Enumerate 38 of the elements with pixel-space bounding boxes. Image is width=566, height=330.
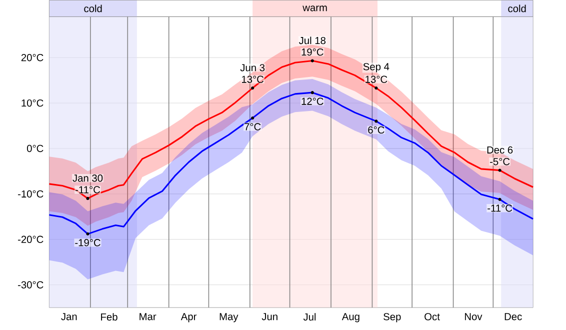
y-tick-label: -20°C	[18, 236, 44, 244]
y-tick-label: -30°C	[18, 281, 44, 289]
x-tick-label: Jun	[262, 313, 278, 320]
x-tick-label: Jul	[303, 313, 316, 321]
annotation: 6°C	[368, 126, 384, 134]
line-series	[48, 91, 534, 236]
y-tick-label: -10°C	[18, 190, 44, 198]
annotation: 7°C	[244, 123, 261, 130]
annotation: 19°C	[302, 48, 324, 56]
x-tick-label: Aug	[342, 313, 360, 322]
annotation: 13°C	[366, 76, 388, 83]
annotation: 13°C	[242, 76, 264, 83]
y-tick-label: 10°C	[22, 100, 44, 107]
y-tick-label: 20°C	[21, 54, 44, 62]
line-series	[48, 59, 534, 200]
band-label: warm	[302, 6, 327, 12]
annotation: -19°C	[75, 239, 100, 246]
annotation: Jun 3	[240, 64, 265, 72]
annotation: 12°C	[302, 98, 324, 105]
annotation: Jul 18	[298, 36, 326, 44]
y-tick-label: 0°C	[26, 144, 44, 152]
x-tick-label: Oct	[424, 313, 440, 320]
x-tick-label: Mar	[140, 313, 156, 320]
annotation: -5°C	[490, 158, 510, 166]
x-tick-label: Dec	[504, 313, 522, 320]
band-label: cold	[508, 4, 526, 12]
annotation: Jan 30	[72, 174, 103, 182]
x-tick-label: Jan	[61, 313, 77, 320]
annotation: -11°C	[76, 186, 100, 194]
x-tick-label: Apr	[180, 313, 197, 322]
x-tick-label: May	[220, 313, 238, 322]
x-tick-label: Sep	[384, 313, 401, 322]
annotation: Dec 6	[487, 146, 513, 154]
annotation: -11°C	[488, 204, 512, 212]
x-tick-label: Feb	[101, 313, 118, 321]
annotation: Sep 4	[363, 63, 390, 72]
band-label: cold	[84, 4, 102, 12]
x-tick-label: Nov	[465, 313, 482, 320]
